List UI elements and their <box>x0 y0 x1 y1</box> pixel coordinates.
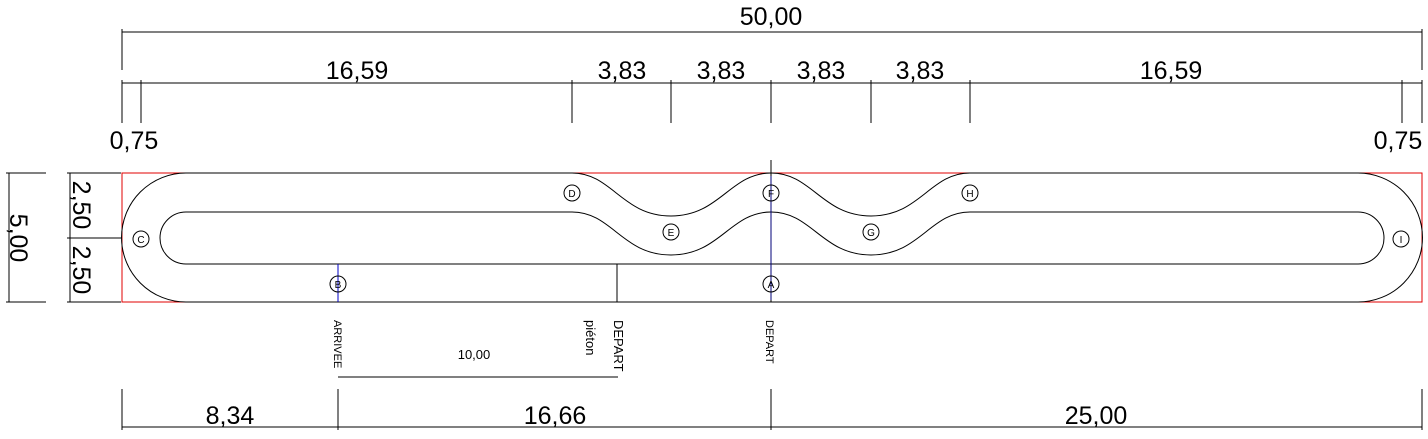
marker-g: G <box>862 223 880 241</box>
half-width-top-label: 2,50 <box>67 181 95 230</box>
track-outer-edge <box>121 172 1423 303</box>
svg-text:C: C <box>137 235 144 246</box>
bottom-segment-label-1: 8,34 <box>206 402 255 430</box>
marker-a: A <box>762 275 780 293</box>
svg-text:G: G <box>867 228 875 239</box>
svg-text:B: B <box>335 280 342 291</box>
marker-h: H <box>961 184 979 202</box>
marker-b: B <box>329 275 347 293</box>
marker-f: F <box>762 184 780 202</box>
segment-label-5: 3,83 <box>896 57 945 85</box>
end-margin-left-label: 0,75 <box>110 127 159 155</box>
segment-label-1: 16,59 <box>326 57 389 85</box>
overall-width-label: 5,00 <box>4 214 32 263</box>
pedestrian-gap-dimension: 10,00 <box>338 347 618 378</box>
segment-label-2: 3,83 <box>598 57 647 85</box>
half-width-bottom-label: 2,50 <box>67 246 95 295</box>
marker-e: E <box>662 223 680 241</box>
track-inner-edge <box>159 211 1385 265</box>
bottom-segment-label-2: 16,66 <box>524 402 587 430</box>
bottom-dimension-chain: 8,34 16,66 25,00 <box>121 389 1423 430</box>
svg-text:I: I <box>1400 235 1403 246</box>
segment-label-4: 3,83 <box>797 57 846 85</box>
marker-d: D <box>563 184 581 202</box>
track <box>121 160 1423 303</box>
svg-text:F: F <box>768 189 774 200</box>
finish-label: ARRIVEE <box>331 320 343 368</box>
svg-text:D: D <box>568 189 575 200</box>
overall-length-label: 50,00 <box>740 3 803 31</box>
svg-text:H: H <box>966 189 973 200</box>
end-margin-right-label: 0,75 <box>1374 127 1423 155</box>
segment-label-6: 16,59 <box>1140 57 1203 85</box>
marker-i: I <box>1392 230 1410 248</box>
segment-label-3: 3,83 <box>697 57 746 85</box>
line-labels: ARRIVEE DEPART piéton DEPART <box>331 320 775 372</box>
bottom-segment-label-3: 25,00 <box>1065 402 1128 430</box>
pedestrian-start-label-line2: piéton <box>583 320 598 355</box>
marker-c: C <box>132 230 150 248</box>
overall-length-dimension: 50,00 <box>121 3 1423 70</box>
width-dimension: 5,00 2,50 2,50 <box>4 172 121 303</box>
start-label: DEPART <box>763 320 775 364</box>
svg-text:E: E <box>668 228 675 239</box>
svg-text:A: A <box>768 280 775 291</box>
track-markers: A B C D E F G H <box>132 184 1410 293</box>
pedestrian-gap-label: 10,00 <box>458 347 491 362</box>
pedestrian-start-label-line1: DEPART <box>611 320 626 372</box>
segment-dimension-chain: 16,59 3,83 3,83 3,83 3,83 16,59 0,75 0,7… <box>110 57 1423 155</box>
